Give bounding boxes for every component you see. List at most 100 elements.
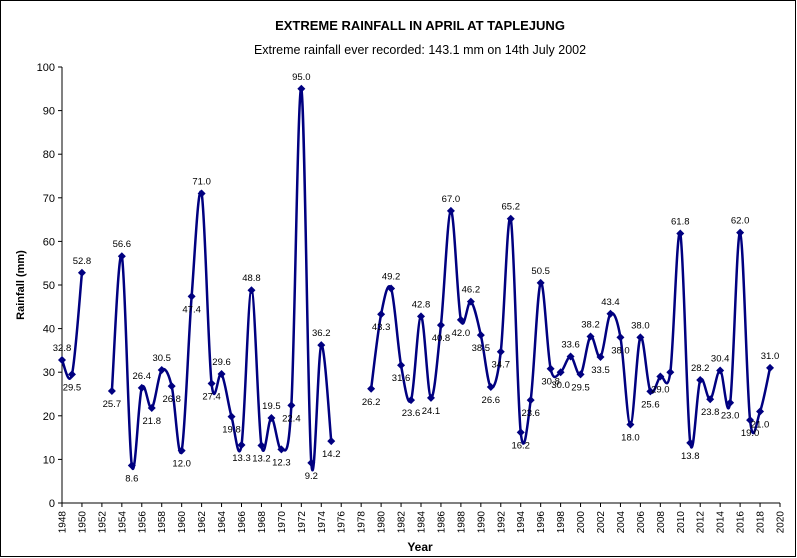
data-label: 23.6	[402, 408, 421, 419]
data-label: 27.4	[202, 392, 221, 403]
marker	[596, 352, 605, 361]
data-label: 29.0	[651, 385, 670, 396]
marker	[496, 347, 505, 356]
data-label: 9.2	[305, 471, 318, 482]
x-tick-label: 1982	[397, 511, 408, 534]
x-tick-label: 1986	[436, 511, 447, 534]
x-tick-label: 1988	[456, 511, 467, 534]
x-tick-label: 2010	[676, 511, 687, 534]
x-tick-label: 1998	[556, 511, 567, 534]
x-tick-label: 1954	[117, 511, 128, 534]
x-tick-label: 2018	[756, 511, 767, 534]
marker	[736, 228, 745, 237]
marker	[367, 384, 376, 393]
data-label: 48.8	[242, 273, 261, 284]
x-tick-label: 1972	[297, 511, 308, 534]
data-label: 24.1	[422, 406, 441, 417]
data-label: 61.8	[671, 217, 690, 228]
data-label: 31.0	[761, 351, 780, 362]
data-label: 34.7	[492, 360, 511, 371]
marker	[247, 286, 256, 295]
x-tick-label: 1956	[137, 511, 148, 534]
x-tick-label: 2006	[636, 511, 647, 534]
marker	[526, 396, 535, 405]
data-label: 33.5	[591, 365, 610, 376]
x-tick-label: 1974	[317, 511, 328, 534]
marker	[327, 437, 336, 446]
data-label: 23.8	[701, 407, 720, 418]
data-label: 50.5	[531, 266, 550, 277]
x-tick-label: 1968	[257, 511, 268, 534]
marker	[696, 376, 705, 385]
y-tick-label: 0	[49, 498, 55, 510]
marker	[177, 446, 186, 455]
x-tick-label: 1990	[476, 511, 487, 534]
data-label: 14.2	[322, 449, 341, 460]
y-axis-label: Rainfall (mm)	[15, 250, 27, 320]
data-label: 12.0	[172, 459, 191, 470]
x-tick-label: 2002	[596, 511, 607, 534]
data-label: 46.2	[462, 285, 481, 296]
marker	[576, 370, 585, 379]
marker	[147, 403, 156, 412]
marker	[586, 332, 595, 341]
data-label: 19.8	[222, 425, 241, 436]
data-label: 40.8	[432, 333, 451, 344]
marker	[217, 369, 226, 378]
x-tick-label: 2016	[736, 511, 747, 534]
marker	[546, 364, 555, 373]
y-tick-label: 50	[43, 280, 55, 292]
data-label: 30.0	[551, 380, 570, 391]
marker	[267, 413, 276, 422]
data-label: 38.0	[631, 320, 650, 331]
marker	[297, 84, 306, 93]
y-tick-label: 70	[43, 193, 55, 205]
marker	[606, 309, 615, 318]
data-label: 29.5	[63, 382, 82, 393]
data-label: 26.2	[362, 397, 381, 408]
marker	[426, 393, 435, 402]
marker	[127, 461, 136, 470]
marker	[646, 387, 655, 396]
data-label: 38.0	[611, 345, 630, 356]
data-label: 43.4	[601, 297, 620, 308]
data-label: 52.8	[73, 256, 92, 267]
marker	[377, 310, 386, 319]
x-tick-label: 1994	[516, 511, 527, 534]
marker	[107, 386, 116, 395]
data-label: 13.3	[232, 453, 251, 464]
data-label: 13.8	[681, 451, 700, 462]
data-label: 25.6	[641, 399, 660, 410]
marker	[407, 396, 416, 405]
data-label: 49.2	[382, 271, 401, 282]
x-tick-label: 2020	[776, 511, 787, 534]
x-tick-label: 2004	[616, 511, 627, 534]
data-label: 36.2	[312, 328, 331, 339]
marker	[197, 189, 206, 198]
x-tick-label: 1984	[417, 511, 428, 534]
data-label: 67.0	[442, 194, 461, 205]
data-label: 28.2	[691, 363, 710, 374]
x-tick-label: 1948	[58, 511, 69, 534]
data-label: 42.8	[412, 299, 431, 310]
data-label: 16.2	[511, 440, 530, 451]
x-tick-label: 1992	[496, 511, 507, 534]
marker	[716, 366, 725, 375]
y-tick-label: 80	[43, 149, 55, 161]
marker	[157, 366, 166, 375]
marker	[456, 315, 465, 324]
data-label: 38.2	[581, 319, 600, 330]
data-label: 65.2	[502, 202, 521, 213]
marker	[476, 331, 485, 340]
x-tick-label: 2000	[576, 511, 587, 534]
y-tick-label: 100	[37, 62, 55, 74]
data-label: 26.8	[162, 394, 181, 405]
data-label: 13.2	[252, 453, 271, 464]
data-label: 42.0	[452, 328, 471, 339]
marker	[626, 420, 635, 429]
data-label: 21.8	[143, 416, 162, 427]
data-label: 62.0	[731, 216, 750, 227]
marker	[446, 206, 455, 215]
data-label: 23.6	[521, 408, 540, 419]
